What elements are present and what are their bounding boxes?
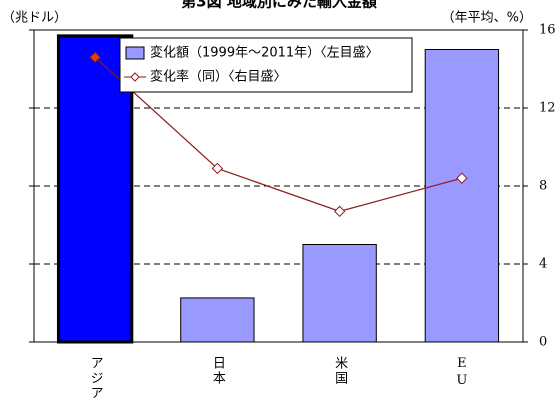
bar	[424, 49, 500, 343]
y-axis-label: （兆ドル）	[2, 11, 67, 26]
y2-tick-label: 8	[539, 179, 547, 194]
x-tick-label: アジア	[88, 356, 103, 401]
marker	[211, 162, 224, 175]
legend-swatch	[125, 46, 145, 60]
bar	[180, 297, 255, 343]
y2-axis-label: （年平均、%）	[442, 11, 532, 26]
bar	[302, 244, 377, 343]
legend-marker	[130, 72, 140, 82]
marker	[333, 205, 346, 218]
x-tick-label: 米国	[332, 356, 348, 386]
chart-title: 第3図 地域別にみた輸入金額	[181, 0, 377, 11]
y2-tick-label: 0	[539, 335, 547, 350]
legend-label: 変化率（同）〈右目盛〉	[150, 69, 287, 85]
y2-tick-label: 4	[539, 257, 547, 272]
marker	[456, 172, 468, 184]
x-tick-label: 日本	[210, 356, 226, 386]
line	[94, 56, 463, 212]
legend-label: 変化額（1999年～2011年）〈左目盛〉	[150, 45, 379, 61]
legend-box	[119, 37, 413, 93]
marker	[89, 51, 101, 64]
y2-tick-label: 12	[539, 101, 556, 116]
y2-tick-label: 16	[539, 23, 556, 38]
x-tick-label: EU	[454, 356, 469, 390]
